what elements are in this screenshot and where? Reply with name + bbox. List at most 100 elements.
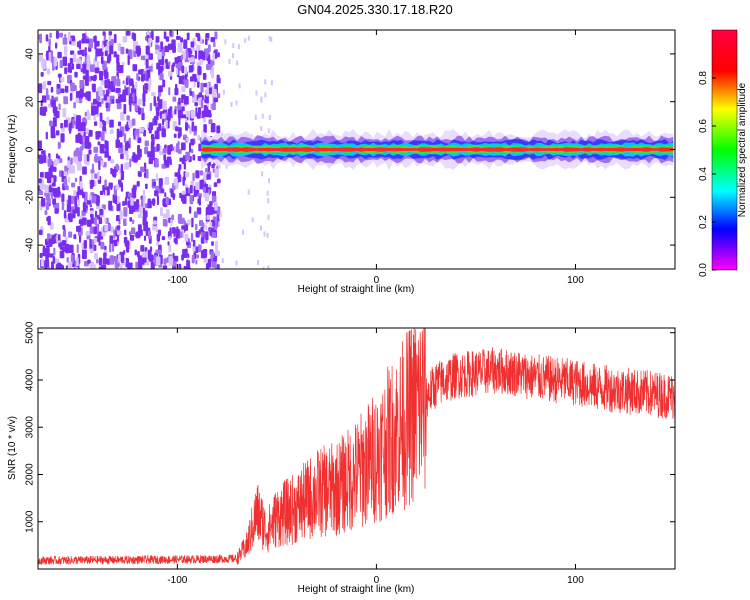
- spectrogram-noise-cell: [151, 92, 156, 97]
- spectrogram-noise-cell: [145, 45, 150, 55]
- spectrogram-noise-cell: [199, 170, 204, 176]
- spectrogram-noise-cell: [172, 252, 175, 260]
- spectrogram-noise-cell: [158, 85, 163, 93]
- spectrogram-faint-cell: [263, 231, 266, 237]
- spectrogram-noise-cell: [72, 118, 75, 129]
- spectrogram-faint-cell: [222, 89, 225, 95]
- spectrogram-noise-cell: [116, 225, 121, 230]
- spectrogram-noise-cell: [93, 115, 96, 121]
- spectrogram-noise-cell: [65, 243, 70, 254]
- spectrogram-noise-cell: [97, 131, 102, 138]
- spectrogram-noise-cell: [167, 145, 172, 155]
- spectrogram-noise-cell: [61, 265, 65, 269]
- spectrogram-noise-cell: [118, 147, 124, 154]
- spectrogram-noise-cell: [77, 199, 80, 207]
- spectrogram-noise-cell: [202, 39, 205, 44]
- spectrogram-noise-cell: [197, 33, 201, 42]
- spectrogram-noise-cell: [99, 121, 103, 128]
- spectrogram-faint-cell: [218, 221, 221, 227]
- spectrogram-noise-cell: [103, 245, 107, 250]
- spectrogram-noise-cell: [125, 77, 129, 86]
- spectrogram-noise-cell: [123, 104, 127, 115]
- spectrogram-faint-cell: [235, 260, 238, 266]
- spectrogram-noise-cell: [178, 164, 182, 170]
- spectrogram-noise-cell: [195, 170, 200, 179]
- figure-title: GN04.2025.330.17.18.R20: [297, 2, 452, 17]
- spectrogram-noise-cell: [98, 217, 103, 224]
- spectrogram-noise-cell: [50, 222, 54, 230]
- spectrogram-noise-cell: [70, 50, 75, 55]
- spectrogram-noise-cell: [44, 260, 50, 268]
- spectrogram-noise-cell: [211, 241, 214, 246]
- spectrogram-noise-cell: [63, 45, 68, 56]
- spectrogram-noise-cell: [77, 206, 80, 217]
- spectrogram-noise-cell: [181, 142, 186, 151]
- y-tick-label: 0: [25, 146, 36, 152]
- spectrogram-noise-cell: [119, 263, 123, 269]
- spectrogram-noise-cell: [62, 108, 67, 118]
- spectrogram-noise-cell: [110, 186, 113, 191]
- spectrogram-noise-cell: [199, 179, 204, 190]
- spectrogram-noise-cell: [162, 79, 166, 88]
- spectrogram-noise-cell: [104, 225, 108, 232]
- spectrogram-noise-cell: [198, 244, 202, 253]
- spectrogram-noise-cell: [202, 186, 206, 193]
- spectrogram-noise-cell: [130, 197, 134, 207]
- spectrogram-noise-cell: [56, 88, 61, 95]
- colorbar-label: Normalized spectral amplitude: [737, 82, 748, 217]
- spectrogram-noise-cell: [67, 261, 73, 269]
- spectrogram-noise-cell: [51, 261, 54, 269]
- spectrogram-noise-cell: [204, 107, 209, 117]
- spectrogram-noise-cell: [162, 148, 167, 154]
- spectrogram-faint-cell: [255, 90, 258, 96]
- spectrogram-noise-cell: [183, 39, 188, 49]
- colorbar-tick-label: 0.4: [698, 167, 709, 181]
- spectrogram-noise-cell: [38, 190, 44, 195]
- spectrogram-noise-cell: [167, 241, 170, 246]
- spectrogram-noise-cell: [106, 258, 111, 265]
- spectrogram-noise-cell: [83, 239, 87, 249]
- spectrogram-noise-cell: [77, 151, 82, 162]
- spectrogram-noise-cell: [100, 56, 104, 64]
- spectrogram-noise-cell: [66, 204, 72, 212]
- spectrogram-noise-cell: [213, 182, 218, 188]
- spectrogram-noise-cell: [144, 146, 149, 155]
- spectrogram-noise-cell: [181, 190, 186, 195]
- spectrogram-noise-cell: [84, 111, 87, 117]
- spectrogram-noise-cell: [126, 115, 130, 121]
- spectrogram-noise-cell: [133, 201, 137, 210]
- spectrogram-noise-cell: [102, 120, 107, 127]
- spectrogram-noise-cell: [203, 258, 208, 264]
- spectrogram-noise-cell: [60, 77, 65, 82]
- spectrogram-noise-cell: [178, 117, 181, 126]
- spectrogram-noise-cell: [47, 80, 52, 86]
- spectrogram-noise-cell: [164, 192, 167, 198]
- spectrogram-noise-cell: [45, 193, 50, 201]
- spectrogram-noise-cell: [202, 73, 207, 80]
- spectrogram-noise-cell: [204, 224, 208, 231]
- spectrogram-noise-cell: [123, 218, 127, 227]
- spectrogram-noise-cell: [59, 32, 64, 38]
- spectrogram-faint-cell: [247, 35, 250, 41]
- spectrogram-noise-cell: [205, 207, 211, 217]
- spectrogram-noise-cell: [187, 253, 190, 259]
- y-tick-label: 40: [25, 48, 36, 60]
- spectrogram-noise-cell: [189, 90, 193, 96]
- spectrogram-noise-cell: [213, 97, 219, 103]
- spectrogram-noise-cell: [184, 66, 188, 75]
- spectrogram-noise-cell: [123, 133, 127, 143]
- spectrogram-noise-cell: [136, 251, 140, 258]
- spectrogram-noise-cell: [162, 118, 165, 126]
- spectrogram-noise-cell: [70, 254, 74, 264]
- spectrogram-noise-cell: [186, 32, 190, 41]
- spectrogram-noise-cell: [42, 247, 47, 257]
- spectrogram-noise-cell: [217, 93, 221, 99]
- spectrogram-noise-cell: [162, 265, 168, 269]
- spectrogram-faint-cell: [259, 225, 262, 231]
- spectrogram-noise-cell: [190, 232, 194, 243]
- spectrogram-noise-cell: [185, 49, 188, 54]
- spectrogram-noise-cell: [171, 64, 175, 73]
- spectrogram-noise-cell: [39, 252, 43, 259]
- spectrogram-noise-cell: [191, 254, 195, 264]
- spectrogram-noise-cell: [86, 219, 92, 227]
